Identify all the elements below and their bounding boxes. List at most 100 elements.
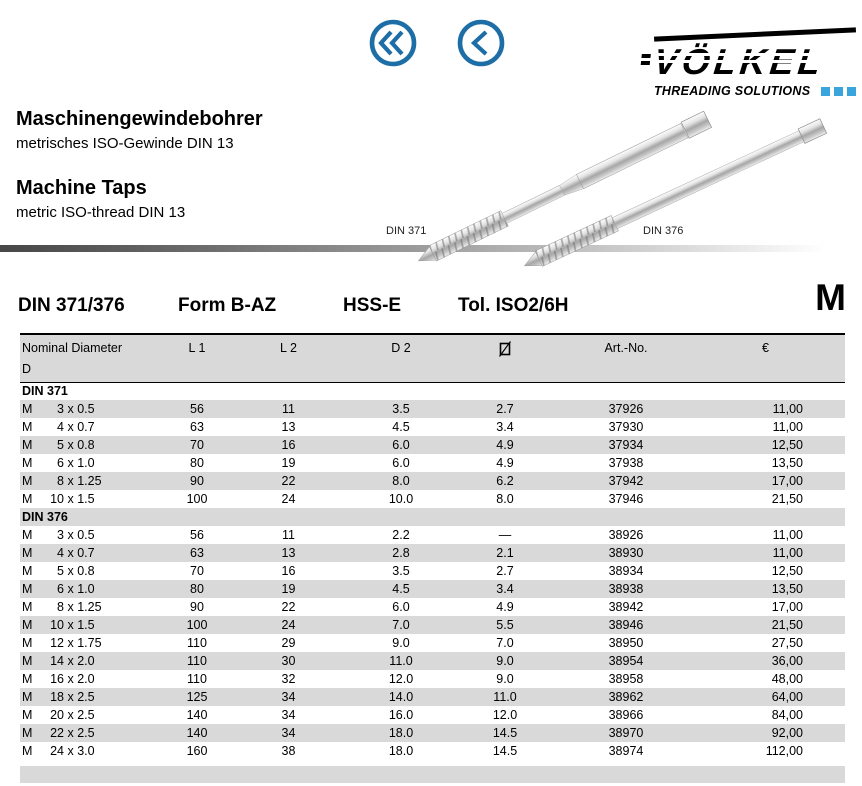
cell-thread-letter: M [20,580,45,598]
cell-thread-letter: M [20,544,45,562]
cell-l1: 110 [187,672,207,686]
cell-d2: 4.5 [392,420,410,434]
cell-d2: 9.0 [392,636,410,650]
spec-tolerance: Tol. ISO2/6H [458,295,569,316]
cell-size: 16 x 2.0 [50,672,95,686]
subtitle-german: metrisches ISO-Gewinde DIN 13 [16,135,234,152]
spec-row: M 16 x 2.0 110 32 12.0 9.0 38958 48,00 [20,670,845,688]
cell-l1: 63 [150,544,244,562]
dimensions-price-table: Nominal Diameter D L 1 L 2 D 2 Art.-No. … [20,333,845,760]
gradient-divider [0,245,852,252]
col-header-nominal-diameter: Nominal Diameter D [20,334,150,383]
cell-l1: 80 [150,580,244,598]
cell-thread-letter: M [22,600,33,614]
cell-price: 48,00 [771,672,803,686]
cell-l2: 11 [244,400,333,418]
cell-thread-letter: M [20,616,45,634]
cell-l1: 110 [150,652,244,670]
cell-price: 12,50 [711,436,845,454]
cell-l1: 160 [186,744,208,758]
cell-price: 92,00 [711,724,845,742]
cell-price: 13,50 [711,580,845,598]
col-header-d2: D 2 [333,334,469,383]
cell-price: 17,00 [771,600,803,614]
cell-d2: 16.0 [388,708,414,722]
cell-l1: 70 [150,436,244,454]
cell-l2: 22 [244,472,333,490]
cell-art-no: 38974 [608,744,644,758]
cell-d2: 6.0 [333,436,469,454]
cell-price: 17,00 [711,472,845,490]
cell-l1: 140 [150,724,244,742]
nav-first-page-button[interactable] [368,18,418,68]
logo-stripe [648,53,859,56]
cell-size: 8 x 1.25 [57,600,102,614]
title-english: Machine Taps [16,177,147,199]
nav-previous-page-button[interactable] [456,18,506,68]
cell-size: 22 x 2.5 [45,724,150,742]
cell-art-no: 37934 [541,436,711,454]
cell-art-no: 38958 [608,672,644,686]
cell-art-no: 38970 [541,724,711,742]
cell-thread-letter: M [22,564,33,578]
cell-price: 21,50 [771,492,803,506]
cell-l2: 16 [244,436,333,454]
spec-din-standard: DIN 371/376 [18,295,125,316]
cell-core-hole: 12.0 [492,708,518,722]
logo-dash [641,54,651,58]
cell-size: 6 x 1.0 [45,580,150,598]
cell-d2: 2.2 [392,528,410,542]
cell-art-no: 38950 [608,636,644,650]
cell-size: 10 x 1.5 [45,616,150,634]
cell-thread-letter: M [22,456,33,470]
cell-l2: 22 [281,600,296,614]
cell-l1: 80 [190,456,204,470]
cell-core-hole: 11.0 [469,688,541,706]
core-hole-diameter-icon [499,341,511,360]
spec-row: M 20 x 2.5 140 34 16.0 12.0 38966 84,00 [20,706,845,724]
cell-l2: 24 [281,492,296,506]
logo-dash [640,61,651,65]
col-header-currency: € [711,334,845,383]
cell-d2: 10.0 [388,492,414,506]
cell-l2: 13 [244,544,333,562]
section-header-row: DIN 376 [20,508,845,526]
brand-name: VÖLKEL [640,41,859,82]
cell-size: 8 x 1.25 [45,472,150,490]
cell-art-no: 37926 [541,400,711,418]
cell-size: 24 x 3.0 [50,744,95,758]
cell-size: 6 x 1.0 [57,456,95,470]
cell-l1: 100 [150,616,244,634]
col-header-l2: L 2 [244,334,333,383]
title-german: Maschinengewindebohrer [16,108,263,130]
cell-price: 27,50 [771,636,803,650]
cell-l2: 24 [244,616,333,634]
section-label: DIN 376 [20,508,845,526]
cell-price: 11,00 [711,544,845,562]
product-photo-taps [417,110,828,267]
brand-logo: VÖLKEL THREADING SOLUTIONS [640,27,859,98]
cell-d2: 12.0 [388,672,414,686]
cell-core-hole: 14.5 [492,744,518,758]
cell-thread-letter: M [22,420,33,434]
cell-core-hole: 6.2 [469,472,541,490]
cell-core-hole: 3.4 [496,420,514,434]
spec-row: M 10 x 1.5 100 24 7.0 5.5 38946 21,50 [20,616,845,634]
cell-art-no: 37946 [608,492,644,506]
cell-l2: 34 [244,688,333,706]
cell-d2: 6.0 [392,456,410,470]
spec-row: M 12 x 1.75 110 29 9.0 7.0 38950 27,50 [20,634,845,652]
cell-size: 4 x 0.7 [57,420,95,434]
cell-price: 12,50 [771,564,803,578]
cell-l1: 90 [150,472,244,490]
section-header-row: DIN 371 [20,382,845,400]
cell-art-no: 38966 [608,708,644,722]
cell-core-hole: 2.7 [496,564,514,578]
cell-l2: 29 [281,636,296,650]
cell-l2: 38 [281,744,296,758]
brand-tagline: THREADING SOLUTIONS [654,84,856,98]
photo-label-din-376: DIN 376 [643,225,684,237]
